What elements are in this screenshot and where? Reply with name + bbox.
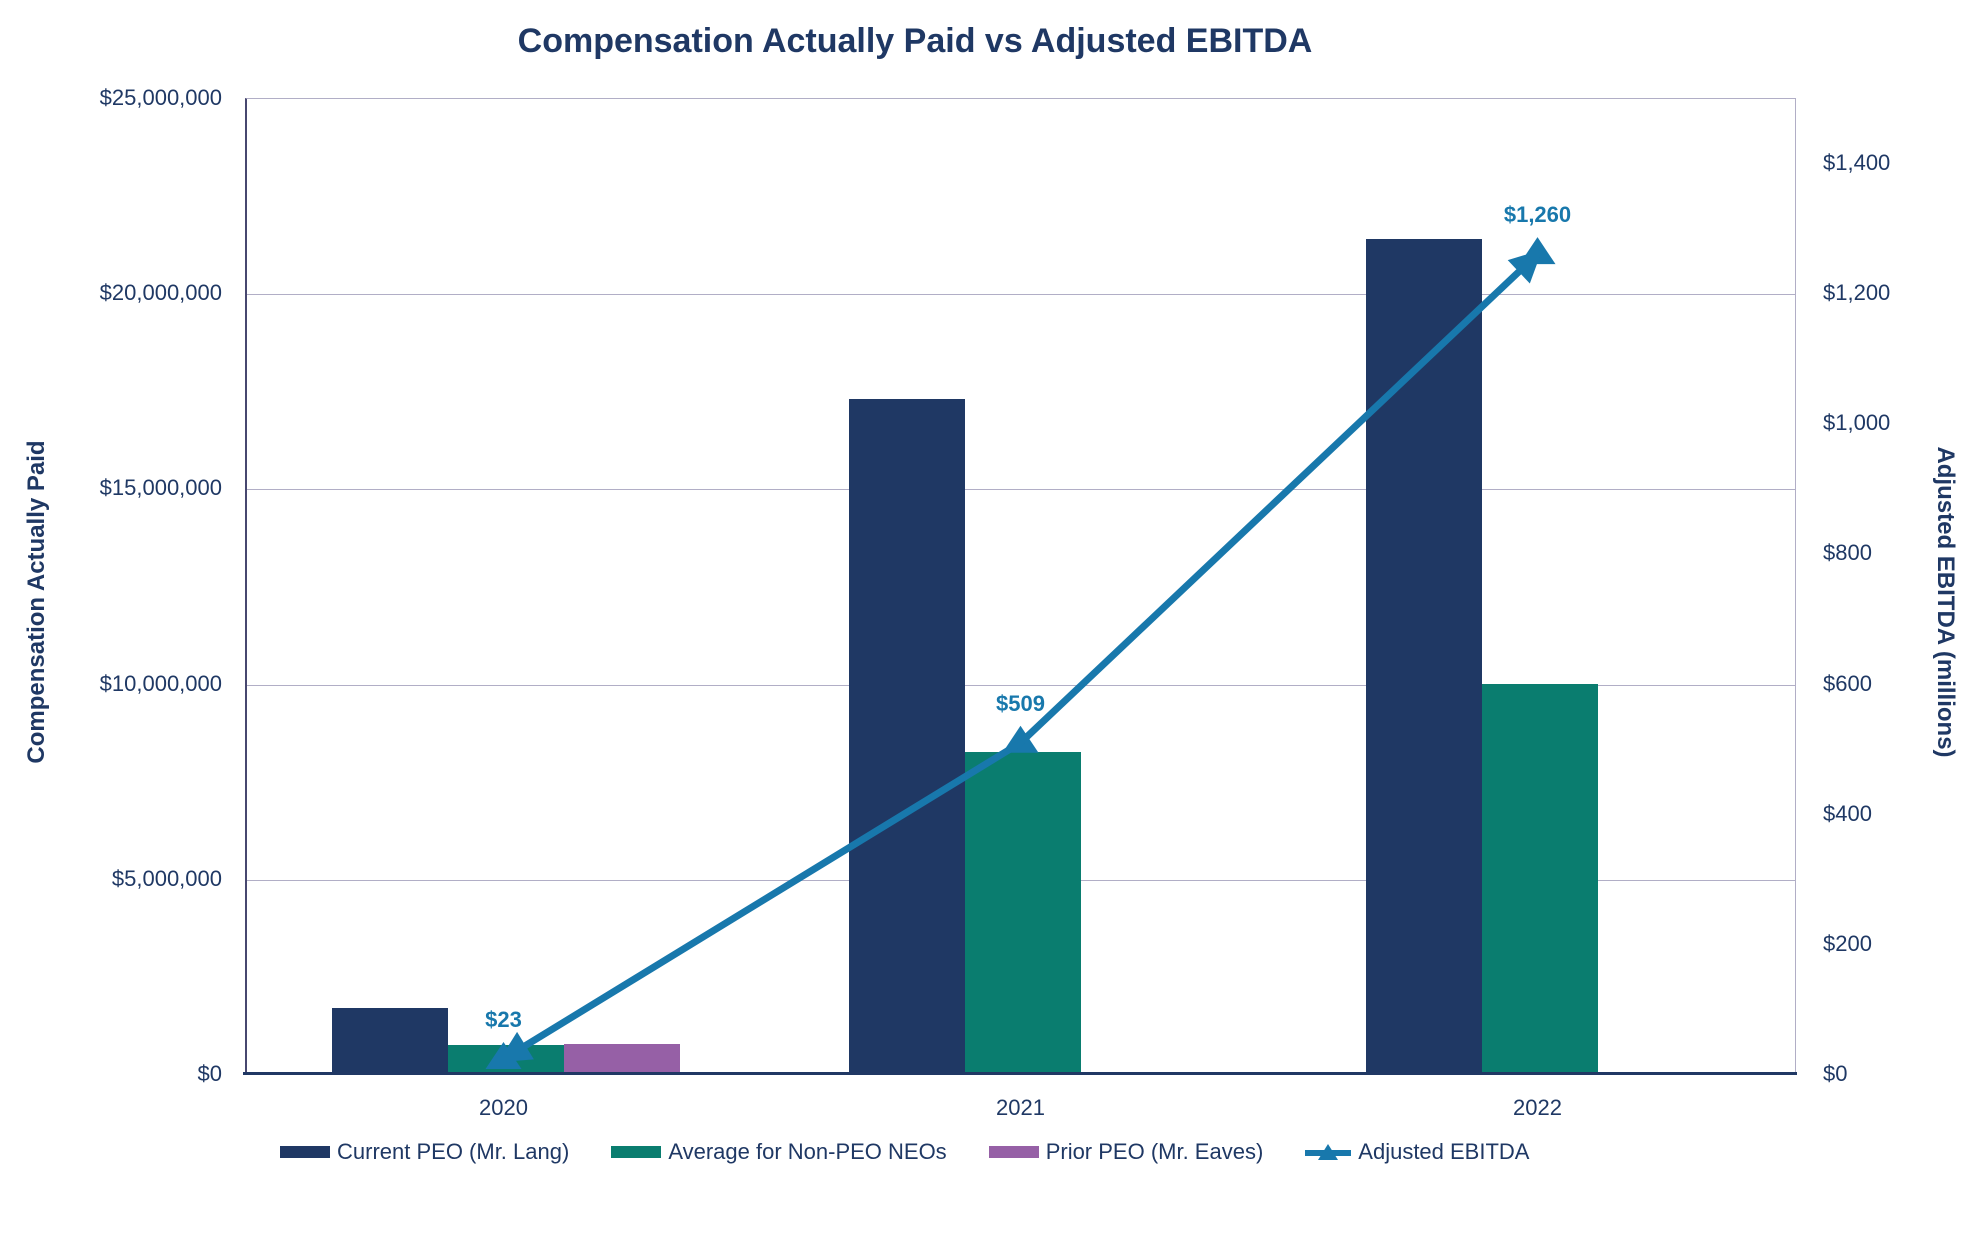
line-series-adjusted-ebitda <box>485 237 1556 1070</box>
bar-current-peo-2020 <box>331 1007 448 1074</box>
right-axis-tick: $0 <box>1823 1061 1848 1086</box>
right-axis-tick: $1,200 <box>1823 280 1891 306</box>
right-axis-tick: $1,400 <box>1823 150 1891 176</box>
line-data-label-2022: $1,260 <box>1503 202 1572 228</box>
legend-item: Adjusted EBITDA <box>1305 1139 1529 1165</box>
legend-item: Prior PEO (Mr. Eaves) <box>988 1139 1264 1165</box>
legend-label: Adjusted EBITDA <box>1358 1139 1530 1164</box>
adjusted-ebitda-line <box>498 249 1543 1063</box>
left-axis-tick: $15,000,000 <box>99 475 222 501</box>
right-axis-tick: $400 <box>1823 800 1872 826</box>
line-data-label-2021: $509 <box>996 690 1045 716</box>
right-axis-tick: $200 <box>1823 930 1872 956</box>
category-label-2021: 2021 <box>996 1095 1045 1120</box>
left-axis-tick: $0 <box>197 1061 222 1086</box>
right-axis-tick: $1,000 <box>1823 410 1891 436</box>
left-axis-tick: $20,000,000 <box>99 280 222 306</box>
legend-item: Current PEO (Mr. Lang) <box>280 1139 569 1165</box>
legend-bar-swatch-icon <box>280 1146 330 1158</box>
left-axis-tick: $5,000,000 <box>111 865 222 891</box>
left-axis-tick: $10,000,000 <box>99 670 222 696</box>
chart-title: Compensation Actually Paid vs Adjusted E… <box>517 22 1313 60</box>
line-point-marker-2022 <box>1519 237 1556 265</box>
legend-item: Average for Non-PEO NEOs <box>611 1139 947 1165</box>
legend-line-triangle-icon <box>1305 1144 1352 1160</box>
left-axis-tick: $25,000,000 <box>99 85 222 110</box>
legend-bar-swatch-icon <box>988 1146 1039 1158</box>
right-axis-tick: $800 <box>1823 540 1872 566</box>
left-axis-title: Compensation Actually Paid <box>23 440 50 764</box>
category-label-2022: 2022 <box>1513 1095 1562 1120</box>
legend: Current PEO (Mr. Lang) Average for Non-PE… <box>280 1139 1529 1165</box>
legend-label: Prior PEO (Mr. Eaves) <box>1045 1139 1264 1164</box>
legend-label: Current PEO (Mr. Lang) <box>337 1139 570 1164</box>
right-axis-tick: $600 <box>1823 670 1872 696</box>
category-label-2020: 2020 <box>479 1095 528 1120</box>
legend-bar-swatch-icon <box>611 1146 662 1158</box>
line-data-label-2020: $23 <box>485 1007 522 1033</box>
x-axis-line <box>243 1072 1797 1075</box>
legend-label: Average for Non-PEO NEOs <box>668 1139 947 1164</box>
